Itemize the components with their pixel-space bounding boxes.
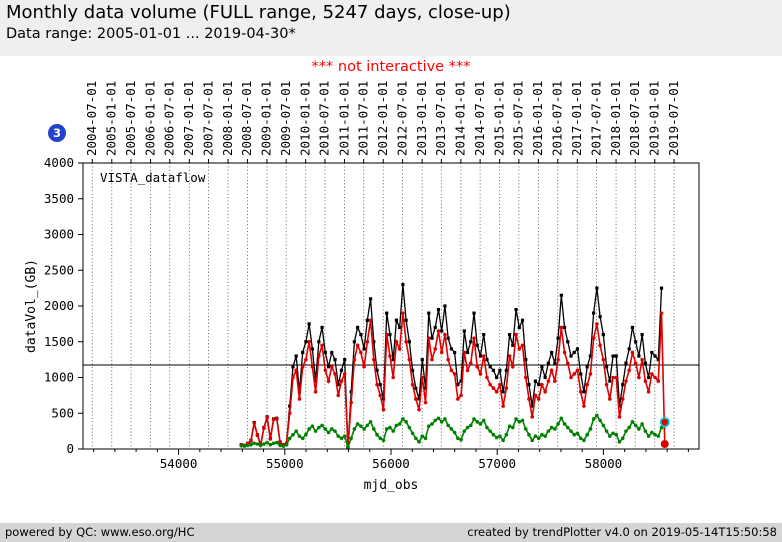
svg-text:2010-07-01: 2010-07-01 — [317, 81, 332, 156]
svg-text:500: 500 — [51, 405, 74, 420]
svg-text:56000: 56000 — [372, 456, 410, 471]
svg-text:57000: 57000 — [478, 456, 516, 471]
svg-text:2500: 2500 — [44, 262, 74, 277]
page-title: Monthly data volume (FULL range, 5247 da… — [6, 2, 511, 23]
svg-text:2009-01-01: 2009-01-01 — [259, 81, 274, 156]
svg-text:2012-01-01: 2012-01-01 — [375, 81, 390, 156]
svg-text:2006-01-01: 2006-01-01 — [142, 81, 157, 156]
svg-text:VISTA_dataflow: VISTA_dataflow — [100, 170, 206, 185]
svg-text:2011-01-01: 2011-01-01 — [336, 81, 351, 156]
svg-text:58000: 58000 — [585, 456, 623, 471]
svg-text:2014-01-01: 2014-01-01 — [453, 81, 468, 156]
svg-text:1500: 1500 — [44, 334, 74, 349]
svg-text:2005-01-01: 2005-01-01 — [104, 81, 119, 156]
svg-text:2011-07-01: 2011-07-01 — [356, 81, 371, 156]
svg-text:2012-07-01: 2012-07-01 — [394, 81, 409, 156]
svg-text:2018-07-01: 2018-07-01 — [627, 81, 642, 156]
svg-text:3500: 3500 — [44, 191, 74, 206]
svg-text:2013-01-01: 2013-01-01 — [414, 81, 429, 156]
svg-text:dataVol_(GB): dataVol_(GB) — [24, 259, 39, 353]
svg-text:55000: 55000 — [266, 456, 304, 471]
footer-created-by: created by trendPlotter v4.0 on 2019-05-… — [467, 525, 777, 539]
svg-text:54000: 54000 — [160, 456, 198, 471]
svg-text:2007-07-01: 2007-07-01 — [200, 81, 215, 156]
svg-text:2016-07-01: 2016-07-01 — [550, 81, 565, 156]
svg-text:2000: 2000 — [44, 298, 74, 313]
svg-text:2017-07-01: 2017-07-01 — [588, 81, 603, 156]
svg-text:2016-01-01: 2016-01-01 — [530, 81, 545, 156]
svg-text:4000: 4000 — [44, 155, 74, 170]
footer-bar: powered by QC: www.eso.org/HC created by… — [0, 523, 782, 542]
svg-text:2008-01-01: 2008-01-01 — [220, 81, 235, 156]
svg-text:2017-01-01: 2017-01-01 — [569, 81, 584, 156]
svg-text:2019-01-01: 2019-01-01 — [647, 81, 662, 156]
svg-text:2015-07-01: 2015-07-01 — [511, 81, 526, 156]
svg-text:2006-07-01: 2006-07-01 — [162, 81, 177, 156]
svg-text:2013-07-01: 2013-07-01 — [433, 81, 448, 156]
svg-text:2008-07-01: 2008-07-01 — [239, 81, 254, 156]
svg-text:2015-01-01: 2015-01-01 — [491, 81, 506, 156]
svg-text:mjd_obs: mjd_obs — [364, 478, 419, 493]
svg-text:2004-07-01: 2004-07-01 — [84, 81, 99, 156]
svg-text:2019-07-01: 2019-07-01 — [666, 81, 681, 156]
not-interactive-notice: *** not interactive *** — [311, 59, 471, 75]
svg-text:0: 0 — [66, 441, 74, 456]
svg-text:1000: 1000 — [44, 370, 74, 385]
svg-text:2007-01-01: 2007-01-01 — [181, 81, 196, 156]
svg-text:3000: 3000 — [44, 227, 74, 242]
header-bar: Monthly data volume (FULL range, 5247 da… — [0, 0, 782, 56]
page-subtitle: Data range: 2005-01-01 ... 2019-04-30* — [6, 26, 296, 42]
blue-number-badge[interactable]: 3 — [48, 124, 66, 142]
svg-text:2005-07-01: 2005-07-01 — [123, 81, 138, 156]
svg-text:2009-07-01: 2009-07-01 — [278, 81, 293, 156]
footer-powered-by: powered by QC: www.eso.org/HC — [5, 525, 195, 539]
svg-text:2010-01-01: 2010-01-01 — [298, 81, 313, 156]
svg-text:2014-07-01: 2014-07-01 — [472, 81, 487, 156]
svg-text:2018-01-01: 2018-01-01 — [608, 81, 623, 156]
